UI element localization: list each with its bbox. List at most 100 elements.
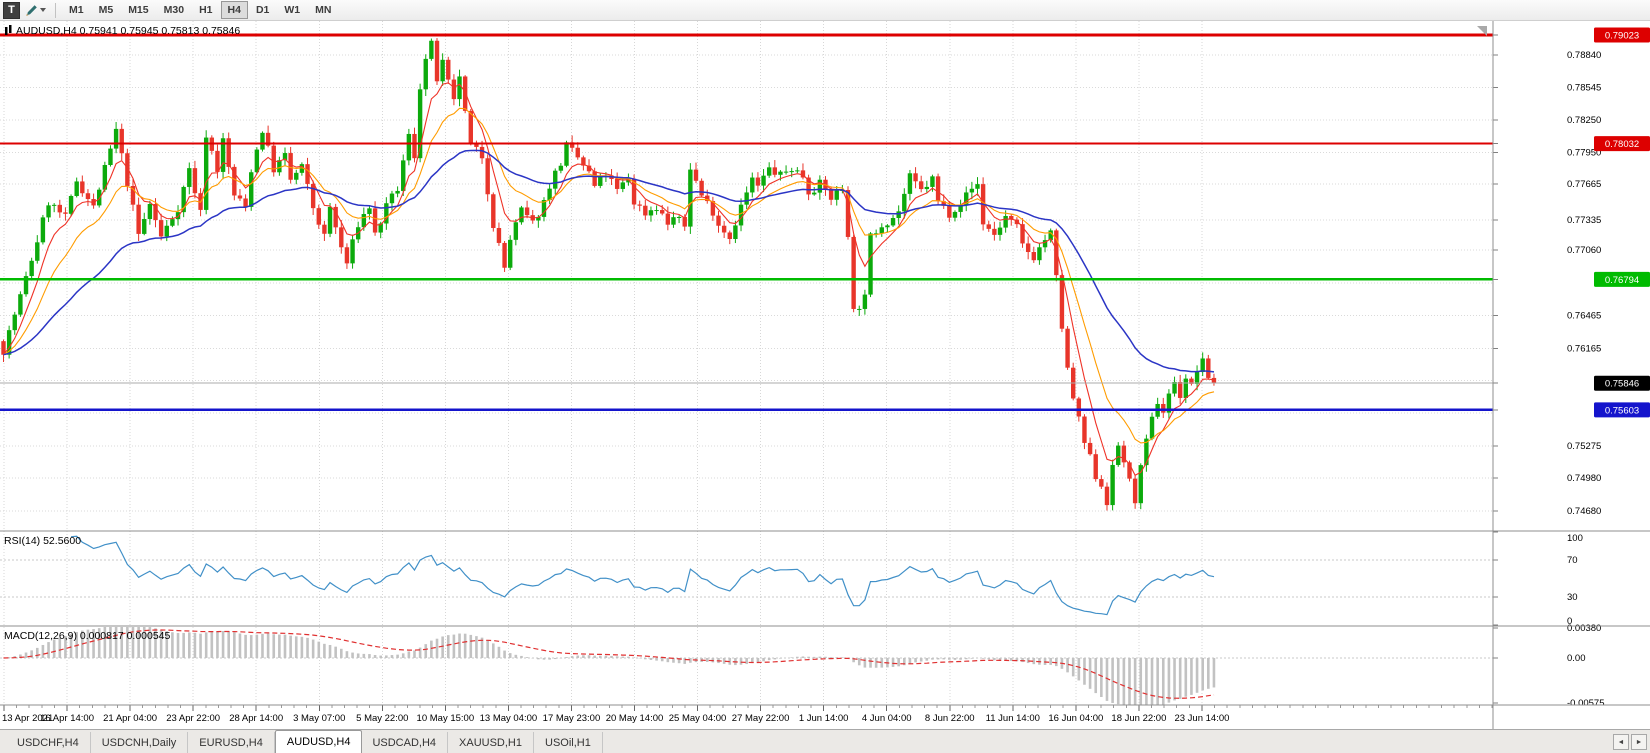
chart-info-icon: [5, 27, 8, 35]
horizontal-level-lines[interactable]: [0, 33, 1493, 412]
tab-label: EURUSD,H4: [199, 736, 263, 749]
rsi-panel-plot[interactable]: [0, 532, 1493, 625]
svg-text:17 May 23:00: 17 May 23:00: [543, 713, 601, 724]
svg-text:13 May 04:00: 13 May 04:00: [480, 713, 538, 724]
svg-text:1 Jun 14:00: 1 Jun 14:00: [799, 713, 849, 724]
time-axis[interactable]: [0, 705, 1650, 729]
chart-tab-usdcnh-daily[interactable]: USDCNH,Daily: [91, 732, 189, 753]
svg-text:0.78250: 0.78250: [1567, 115, 1601, 126]
chart-area: AUDUSD,H4 0.75941 0.75945 0.75813 0.7584…: [0, 21, 1650, 729]
svg-text:27 May 22:00: 27 May 22:00: [732, 713, 790, 724]
svg-text:0.77665: 0.77665: [1567, 179, 1601, 190]
drawing-tool-button[interactable]: [22, 2, 49, 19]
svg-text:16 Jun 04:00: 16 Jun 04:00: [1048, 713, 1103, 724]
svg-text:8 Jun 22:00: 8 Jun 22:00: [925, 713, 975, 724]
main-chart-plot[interactable]: [0, 21, 1493, 530]
chart-tab-usdcad-h4[interactable]: USDCAD,H4: [361, 732, 449, 753]
svg-text:0.76165: 0.76165: [1567, 343, 1601, 354]
tab-label: USDCNH,Daily: [101, 736, 177, 749]
timeframe-button-group: M1 M5 M15 M30 H1 H4 D1 W1 MN: [62, 1, 338, 19]
svg-text:0.77335: 0.77335: [1567, 215, 1601, 226]
hline-price-tag: 0.79023: [1493, 27, 1650, 43]
timeframe-m30-button[interactable]: M30: [157, 1, 191, 19]
top-toolbar: T M1 M5 M15 M30 H1 H4 D1 W1 MN: [0, 0, 1650, 21]
rsi-panel: RSI(14) 52.5600 100 70 30 0: [0, 531, 1583, 627]
price-axis-labels: 0.78840 0.78545 0.78250 0.77950 0.77665 0.773…: [1493, 50, 1601, 517]
svg-text:0.74980: 0.74980: [1567, 473, 1601, 484]
panel-separators: [0, 21, 1650, 729]
chart-tab-eurusd-h4[interactable]: EURUSD,H4: [188, 732, 275, 753]
svg-text:0.78032: 0.78032: [1605, 139, 1639, 150]
svg-text:23 Apr 22:00: 23 Apr 22:00: [166, 713, 220, 724]
svg-text:16 Apr 14:00: 16 Apr 14:00: [40, 713, 94, 724]
svg-text:21 Apr 04:00: 21 Apr 04:00: [103, 713, 157, 724]
scroll-to-end-marker-icon[interactable]: [1477, 26, 1487, 36]
svg-text:0.77060: 0.77060: [1567, 245, 1601, 256]
hline-price-tag: 0.75603: [1493, 402, 1650, 418]
svg-text:3 May 07:00: 3 May 07:00: [293, 713, 345, 724]
timeframe-d1-button[interactable]: D1: [249, 1, 276, 19]
tab-label: USDCAD,H4: [372, 736, 437, 749]
timeframe-m5-button[interactable]: M5: [92, 1, 121, 19]
price-axis[interactable]: [1493, 21, 1650, 705]
svg-text:28 Apr 14:00: 28 Apr 14:00: [229, 713, 283, 724]
tab-label: USDCHF,H4: [17, 736, 79, 749]
grid-lines: [0, 21, 1493, 705]
hline-price-tag: 0.78032: [1493, 136, 1650, 152]
svg-text:0.00: 0.00: [1567, 653, 1586, 664]
svg-text:0.75603: 0.75603: [1605, 405, 1639, 416]
svg-text:70: 70: [1567, 555, 1578, 566]
tab-label: USOil,H1: [545, 736, 591, 749]
svg-text:25 May 04:00: 25 May 04:00: [669, 713, 727, 724]
svg-text:0: 0: [1567, 616, 1572, 627]
time-axis-labels: 13 Apr 202116 Apr 14:00 21 Apr 04:00 23 Ap…: [0, 705, 1650, 729]
svg-text:MACD(12,26,9) 0.000817 0.00054: MACD(12,26,9) 0.000817 0.000545: [4, 630, 171, 642]
chart-tab-usdchf-h4[interactable]: USDCHF,H4: [6, 732, 91, 753]
svg-text:RSI(14) 52.5600: RSI(14) 52.5600: [4, 535, 81, 547]
tabs-scroll-right-button[interactable]: ►: [1631, 734, 1647, 750]
chart-svg: AUDUSD,H4 0.75941 0.75945 0.75813 0.7584…: [0, 21, 1650, 729]
svg-text:0.78840: 0.78840: [1567, 50, 1601, 61]
timeframe-h4-button[interactable]: H4: [220, 1, 248, 19]
svg-text:13 Apr 2021: 13 Apr 2021: [2, 713, 53, 724]
timeframe-h1-button[interactable]: H1: [192, 1, 219, 19]
moving-average-lines: [3, 82, 1215, 476]
svg-text:0.74680: 0.74680: [1567, 506, 1601, 517]
pencil-icon: [25, 4, 38, 17]
svg-text:5 May 22:00: 5 May 22:00: [356, 713, 408, 724]
macd-panel-plot[interactable]: [0, 627, 1493, 705]
svg-text:30: 30: [1567, 592, 1578, 603]
svg-text:20 May 14:00: 20 May 14:00: [606, 713, 664, 724]
svg-text:0.76465: 0.76465: [1567, 310, 1601, 321]
chart-tab-audusd-h4[interactable]: AUDUSD,H4: [274, 730, 363, 753]
svg-text:100: 100: [1567, 533, 1583, 544]
svg-text:0.75275: 0.75275: [1567, 441, 1601, 452]
svg-text:11 Jun 14:00: 11 Jun 14:00: [986, 713, 1040, 724]
timeframe-m15-button[interactable]: M15: [121, 1, 155, 19]
chevron-down-icon: [40, 8, 46, 12]
tab-label: XAUUSD,H1: [459, 736, 522, 749]
chart-tab-usoil-h1[interactable]: USOil,H1: [534, 732, 603, 753]
timeframe-mn-button[interactable]: MN: [308, 1, 338, 19]
toolbar-separator: [55, 2, 56, 18]
svg-text:10 May 15:00: 10 May 15:00: [417, 713, 475, 724]
macd-panel: MACD(12,26,9) 0.000817 0.000545 0.00380 0.…: [0, 623, 1605, 709]
svg-text:0.75846: 0.75846: [1605, 379, 1639, 390]
svg-text:0.79023: 0.79023: [1605, 31, 1639, 42]
chart-tab-xauusd-h1[interactable]: XAUUSD,H1: [448, 732, 534, 753]
svg-text:0.77950: 0.77950: [1567, 148, 1601, 159]
timeframe-w1-button[interactable]: W1: [277, 1, 307, 19]
svg-text:23 Jun 14:00: 23 Jun 14:00: [1174, 713, 1229, 724]
svg-text:18 Jun 22:00: 18 Jun 22:00: [1111, 713, 1166, 724]
t-tool-button[interactable]: T: [3, 1, 20, 19]
svg-text:4 Jun 04:00: 4 Jun 04:00: [862, 713, 912, 724]
chart-info-line: AUDUSD,H4 0.75941 0.75945 0.75813 0.7584…: [5, 25, 240, 37]
timeframe-m1-button[interactable]: M1: [62, 1, 91, 19]
tabs-scroll-left-button[interactable]: ◄: [1613, 734, 1629, 750]
current-price-tag: 0.75846: [1493, 375, 1650, 391]
chart-tabs-bar: USDCHF,H4 USDCNH,Daily EURUSD,H4 AUDUSD,H4 U…: [0, 729, 1650, 753]
svg-text:0.76794: 0.76794: [1605, 275, 1639, 286]
hline-price-tag: 0.76794: [1493, 271, 1650, 287]
tab-label: AUDUSD,H4: [286, 736, 351, 748]
svg-text:0.78545: 0.78545: [1567, 82, 1601, 93]
